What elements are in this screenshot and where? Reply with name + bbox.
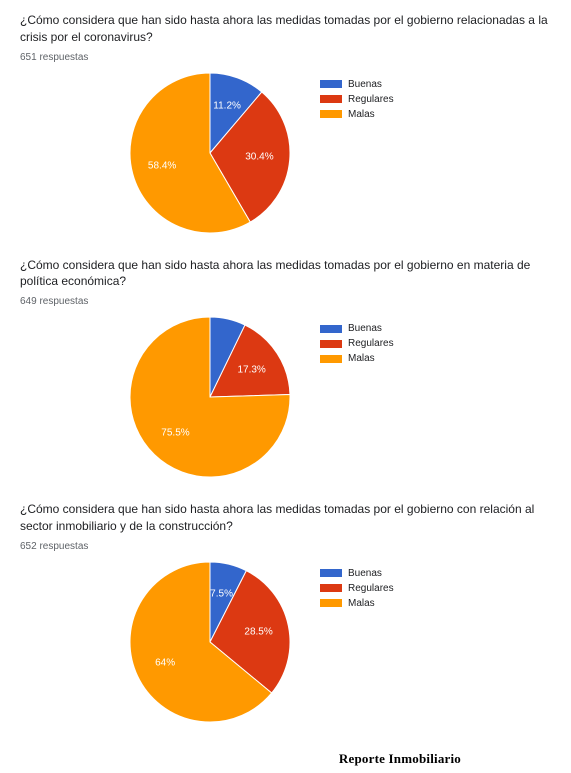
chart-section: ¿Cómo considera que han sido hasta ahora… [20, 501, 551, 722]
chart-section: ¿Cómo considera que han sido hasta ahora… [20, 12, 551, 233]
question-text: ¿Cómo considera que han sido hasta ahora… [20, 501, 551, 535]
responses-count: 651 respuestas [20, 52, 551, 63]
footer-brand: Reporte Inmobiliario [339, 751, 461, 767]
chart-row: 11.2%30.4%58.4% Buenas Regulares Malas [20, 73, 551, 233]
legend-item: Regulares [320, 338, 394, 349]
legend-swatch [320, 95, 342, 103]
legend-item: Buenas [320, 323, 394, 334]
chart-row: 7.5%28.5%64% Buenas Regulares Malas [20, 562, 551, 722]
legend-label: Buenas [348, 79, 382, 90]
legend-label: Malas [348, 353, 375, 364]
legend-label: Malas [348, 109, 375, 120]
legend: Buenas Regulares Malas [320, 562, 394, 609]
legend-label: Regulares [348, 338, 394, 349]
question-text: ¿Cómo considera que han sido hasta ahora… [20, 12, 551, 46]
chart-section: ¿Cómo considera que han sido hasta ahora… [20, 257, 551, 478]
legend-item: Regulares [320, 94, 394, 105]
legend-item: Malas [320, 109, 394, 120]
chart-row: 17.3%75.5% Buenas Regulares Malas [20, 317, 551, 477]
legend: Buenas Regulares Malas [320, 317, 394, 364]
legend-swatch [320, 584, 342, 592]
pie-chart: 7.5%28.5%64% [130, 562, 290, 722]
pie-chart: 17.3%75.5% [130, 317, 290, 477]
legend-item: Malas [320, 598, 394, 609]
legend: Buenas Regulares Malas [320, 73, 394, 120]
legend-label: Regulares [348, 94, 394, 105]
legend-swatch [320, 340, 342, 348]
legend-swatch [320, 355, 342, 363]
legend-label: Malas [348, 598, 375, 609]
legend-item: Regulares [320, 583, 394, 594]
legend-swatch [320, 110, 342, 118]
legend-item: Buenas [320, 79, 394, 90]
question-text: ¿Cómo considera que han sido hasta ahora… [20, 257, 551, 291]
legend-label: Buenas [348, 323, 382, 334]
legend-swatch [320, 599, 342, 607]
legend-swatch [320, 569, 342, 577]
legend-item: Malas [320, 353, 394, 364]
legend-label: Regulares [348, 583, 394, 594]
legend-label: Buenas [348, 568, 382, 579]
legend-swatch [320, 325, 342, 333]
responses-count: 649 respuestas [20, 296, 551, 307]
legend-swatch [320, 80, 342, 88]
legend-item: Buenas [320, 568, 394, 579]
responses-count: 652 respuestas [20, 541, 551, 552]
pie-chart: 11.2%30.4%58.4% [130, 73, 290, 233]
